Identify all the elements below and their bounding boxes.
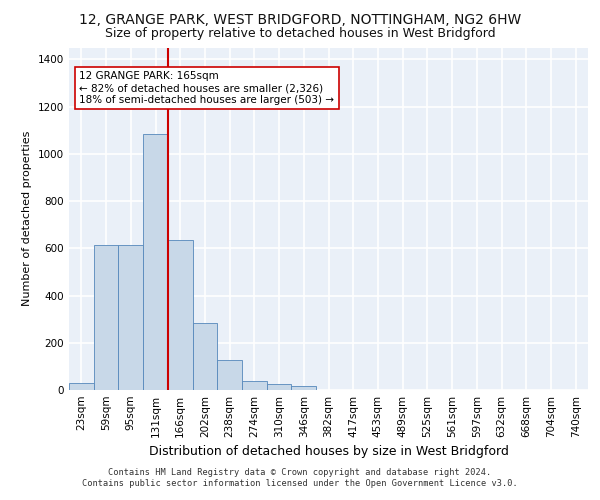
Bar	[69, 383, 94, 390]
Text: 12 GRANGE PARK: 165sqm
← 82% of detached houses are smaller (2,326)
18% of semi-: 12 GRANGE PARK: 165sqm ← 82% of detached…	[79, 72, 334, 104]
Bar	[292, 386, 316, 390]
Y-axis label: Number of detached properties: Number of detached properties	[22, 131, 32, 306]
Bar	[267, 384, 292, 390]
Text: 12, GRANGE PARK, WEST BRIDGFORD, NOTTINGHAM, NG2 6HW: 12, GRANGE PARK, WEST BRIDGFORD, NOTTING…	[79, 12, 521, 26]
Bar	[143, 134, 168, 390]
Text: Size of property relative to detached houses in West Bridgford: Size of property relative to detached ho…	[104, 28, 496, 40]
Bar	[94, 244, 118, 390]
Bar	[217, 360, 242, 390]
Bar	[118, 244, 143, 390]
Bar	[242, 380, 267, 390]
Bar	[168, 240, 193, 390]
Text: Contains HM Land Registry data © Crown copyright and database right 2024.
Contai: Contains HM Land Registry data © Crown c…	[82, 468, 518, 487]
X-axis label: Distribution of detached houses by size in West Bridgford: Distribution of detached houses by size …	[149, 446, 508, 458]
Bar	[193, 322, 217, 390]
